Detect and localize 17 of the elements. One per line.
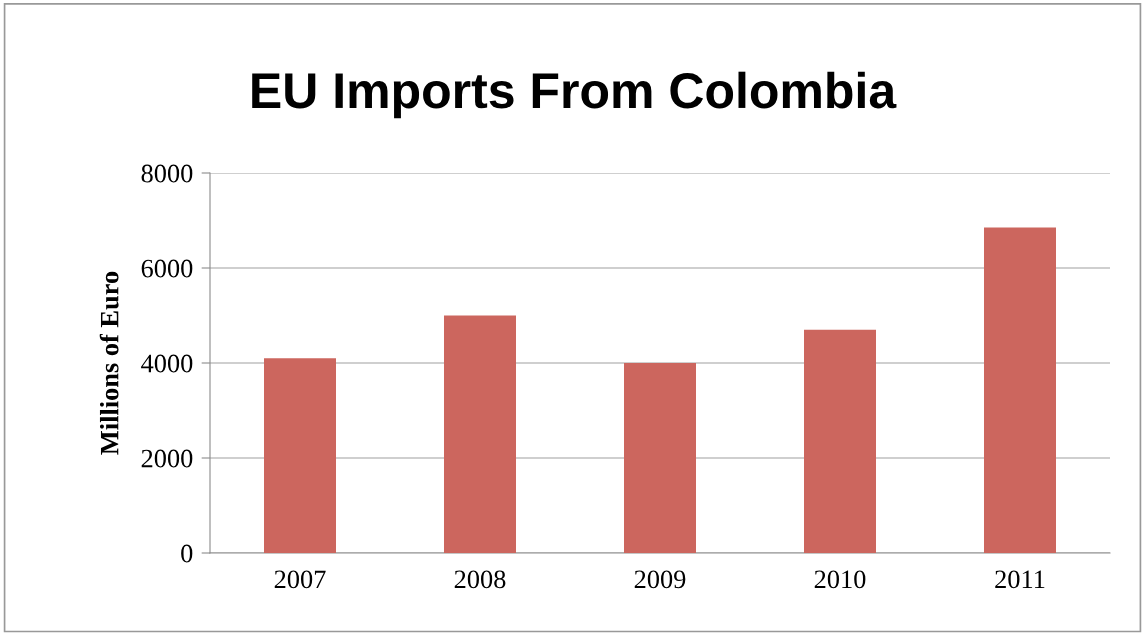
y-tick-label: 4000	[141, 354, 193, 373]
x-tick-label: 2007	[274, 570, 326, 589]
x-tick-label: 2008	[454, 570, 506, 589]
bar	[444, 315, 516, 553]
bar	[804, 329, 876, 553]
bar	[624, 363, 696, 553]
x-tick-label: 2009	[634, 570, 686, 589]
chart-title: EU Imports From Colombia	[252, 71, 897, 119]
y-tick-label: 6000	[141, 259, 193, 278]
bar	[264, 358, 336, 553]
x-tick-label: 2010	[814, 570, 866, 589]
bar	[984, 227, 1056, 553]
y-tick-label: 2000	[141, 449, 193, 468]
x-tick-label: 2011	[995, 570, 1045, 589]
y-axis-title: Millions of Euro	[99, 271, 119, 455]
y-tick-label: 8000	[141, 164, 193, 183]
y-tick-label: 0	[181, 544, 193, 563]
